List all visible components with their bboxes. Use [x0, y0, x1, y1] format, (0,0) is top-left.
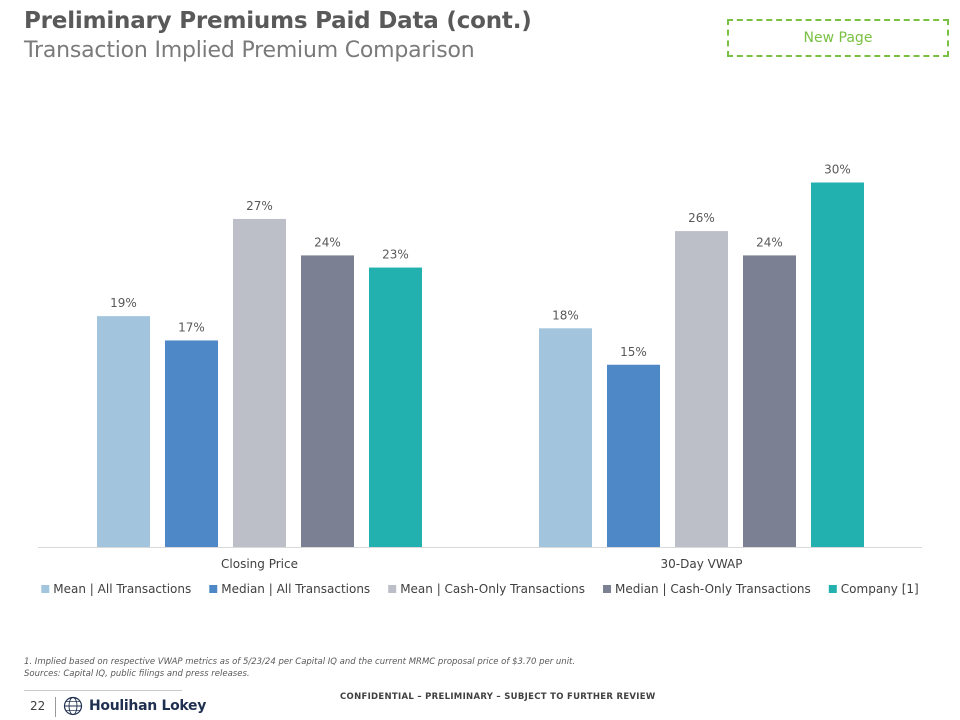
page-title: Preliminary Premiums Paid Data (cont.)	[24, 8, 532, 34]
data-label: 30%	[824, 163, 851, 177]
new-page-box: New Page	[727, 19, 949, 57]
data-label: 18%	[552, 308, 579, 322]
footer-separator	[55, 697, 56, 717]
legend-label: Mean | Cash-Only Transactions	[400, 582, 585, 596]
legend-item: Median | All Transactions	[209, 582, 370, 596]
legend-item: Mean | Cash-Only Transactions	[388, 582, 585, 596]
legend-item: Company [1]	[828, 582, 919, 596]
legend-swatch	[603, 585, 612, 593]
data-label: 23%	[382, 248, 409, 262]
company-name: Houlihan Lokey	[89, 698, 207, 714]
legend-label: Median | Cash-Only Transactions	[615, 582, 811, 596]
footer-divider	[24, 690, 182, 691]
legend-swatch	[209, 585, 218, 593]
legend-swatch	[41, 585, 50, 593]
bar-closing-price-series-5	[369, 267, 422, 547]
page-subtitle: Transaction Implied Premium Comparison	[24, 38, 475, 63]
bar-vwap-series-2	[607, 364, 660, 547]
legend-swatch	[388, 585, 397, 593]
legend-label: Median | All Transactions	[221, 582, 370, 596]
bar-closing-price-series-3	[233, 218, 286, 547]
confidential-notice: CONFIDENTIAL – PRELIMINARY – SUBJECT TO …	[340, 692, 656, 702]
legend-label: Mean | All Transactions	[53, 582, 191, 596]
globe-icon	[63, 696, 83, 716]
legend-item: Median | Cash-Only Transactions	[603, 582, 811, 596]
page-number: 22	[30, 699, 46, 713]
sources-note: Sources: Capital IQ, public filings and …	[24, 669, 250, 679]
bar-closing-price-series-2	[165, 340, 218, 547]
legend-swatch	[828, 585, 837, 593]
data-label: 15%	[620, 345, 647, 359]
data-label: 24%	[314, 235, 341, 249]
company-logo: Houlihan Lokey	[63, 696, 206, 716]
data-label: 26%	[688, 211, 715, 225]
data-label: 27%	[246, 199, 273, 213]
premium-bar-chart: 19% 17% 27% 24% 23% Closing Price 18% 15% 26% 24%…	[38, 163, 922, 596]
category-label: Closing Price	[221, 557, 298, 571]
data-label: 19%	[110, 296, 137, 310]
data-label: 24%	[756, 235, 783, 249]
bar-vwap-series-5	[811, 182, 864, 547]
bar-closing-price-series-4	[301, 255, 354, 547]
chart-legend: Mean | All Transactions Median | All Tran…	[41, 582, 919, 596]
legend-label: Company [1]	[841, 582, 919, 596]
data-label: 17%	[178, 320, 205, 334]
bar-vwap-series-3	[675, 231, 728, 547]
footnote: 1. Implied based on respective VWAP metr…	[24, 657, 576, 667]
bar-vwap-series-1	[539, 328, 592, 547]
legend-item: Mean | All Transactions	[41, 582, 191, 596]
bar-vwap-series-4	[743, 255, 796, 547]
category-label: 30-Day VWAP	[661, 557, 743, 571]
bar-closing-price-series-1	[97, 316, 150, 547]
